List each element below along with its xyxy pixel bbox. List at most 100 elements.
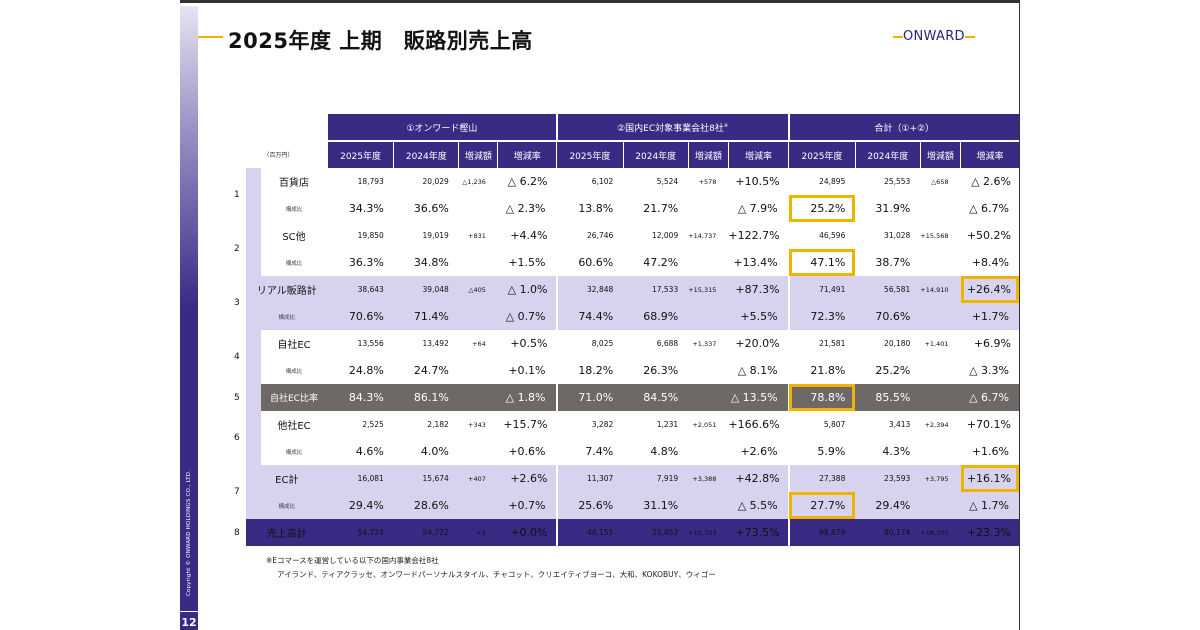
share-label: 構成比 [260,357,328,384]
value-cell: 56,581 [855,276,921,303]
value-cell: +26.4% [960,276,1019,303]
col-header: 2025年度 [326,140,394,168]
page-number: 12 [180,611,198,630]
value-cell: 31,028 [855,222,921,249]
share-label: 構成比 [260,249,328,276]
share-cell: 36.6% [393,195,459,222]
share-cell: 25.2% [855,357,921,384]
column-header-row: （百万円） 2025年度 2024年度 増減額 増減率 2025年度 2024年… [230,140,1019,168]
share-cell: +13.4% [728,249,789,276]
value-cell: 44,155 [555,519,624,546]
value-cell: 18,793 [327,168,394,195]
value-cell [920,384,961,411]
value-cell: +3,388 [688,465,729,492]
share-cell [688,438,729,465]
share-cell [688,357,729,384]
table-row: 8 売上高計 54,724 54,722 +2 +0.0% 44,155 25,452 +18,… [230,519,1019,546]
value-cell: △ 1.0% [497,276,557,303]
col-header: 2025年度 [788,140,856,168]
group-header-row: ①オンワード樫山 ②国内EC対象事業会社8社※ 合計（①+②） [230,114,1019,141]
value-cell: △ 2.6% [960,168,1019,195]
page-title: 2025年度 上期 販路別売上高 [228,29,533,53]
value-cell: 23,593 [855,465,921,492]
footnote-line-1: ※Eコマースを運営している以下の国内事業会社8社 [266,556,439,565]
share-cell [458,492,498,519]
value-cell: 2,525 [327,411,394,438]
share-cell: 27.7% [787,492,856,519]
value-cell: +18,703 [688,519,729,546]
share-row: 構成比 24.8% 24.7% +0.1% 18.2% 26.3% △ 8.1% 21.8% 2… [230,357,1019,384]
value-cell: +2,394 [920,411,961,438]
value-cell: +6.9% [960,330,1019,357]
value-cell: 38,643 [327,276,394,303]
value-cell: +3,795 [920,465,961,492]
share-cell: 60.6% [555,249,624,276]
share-label: 構成比 [246,303,328,330]
row-label: 売上高計 [246,519,328,546]
col-header: 増減額 [458,140,498,168]
title-accent-line [198,36,223,38]
value-cell: 11,307 [555,465,624,492]
copyright: Copyright © ONWARD HOLDINGS CO., LTD. [186,469,193,597]
value-cell: 78.8% [787,384,856,411]
share-cell: 29.4% [327,492,394,519]
value-cell [688,384,729,411]
value-cell: +64 [458,330,498,357]
share-cell: △ 7.9% [728,195,789,222]
value-cell: 54,724 [327,519,394,546]
value-cell: +831 [458,222,498,249]
col-header: 増減額 [687,140,729,168]
share-row: 構成比 34.3% 36.6% △ 2.3% 13.8% 21.7% △ 7.9% 25.2%… [230,195,1019,222]
share-row: 構成比 36.3% 34.8% +1.5% 60.6% 47.2% +13.4% 47.1% 3… [230,249,1019,276]
value-cell: △658 [920,168,961,195]
table-row: 3 リアル販路計 38,643 39,048 △405 △ 1.0% 32,848 17,53… [230,276,1019,308]
sidebar-band [180,6,198,630]
value-cell: 13,556 [327,330,394,357]
share-cell: 68.9% [623,303,689,330]
share-cell: 25.6% [555,492,624,519]
footnote: ※Eコマースを運営している以下の国内事業会社8社 アイランド、ティアクラッセ、オ… [266,554,716,582]
value-cell: 80,174 [855,519,921,546]
value-cell: 6,688 [623,330,689,357]
share-row: 構成比 70.6% 71.4% △ 0.7% 74.4% 68.9% +5.5% 72.3% 7… [230,303,1019,330]
slide: Copyright © ONWARD HOLDINGS CO., LTD. 12… [180,0,1020,630]
value-cell: 25,553 [855,168,921,195]
value-cell: △ 1.8% [497,384,557,411]
value-cell: △ 6.2% [497,168,557,195]
value-cell: 39,048 [393,276,459,303]
row-band [246,411,261,465]
col-header: 増減額 [919,140,961,168]
share-cell: 24.8% [327,357,394,384]
share-cell: 24.7% [393,357,459,384]
share-cell: +2.6% [728,438,789,465]
row-number: 7 [234,487,240,497]
share-cell: 18.2% [555,357,624,384]
table-body: 1 百貨店 18,793 20,029 △1,236 △ 6.2% 6,102 5,524 +5… [230,168,1019,546]
share-cell: 4.0% [393,438,459,465]
col-header: 2024年度 [622,140,689,168]
share-cell: △ 1.7% [960,492,1019,519]
share-cell: +8.4% [960,249,1019,276]
row-band [246,384,261,411]
share-cell [458,357,498,384]
share-cell: 7.4% [555,438,624,465]
row-number: 5 [234,392,240,403]
share-cell: 71.4% [393,303,459,330]
share-cell: 70.6% [855,303,921,330]
col-header: 2024年度 [854,140,921,168]
share-cell: 25.2% [787,195,856,222]
value-cell: +14,910 [920,276,961,303]
value-cell: 84.5% [623,384,689,411]
footnote-line-2: アイランド、ティアクラッセ、オンワードパーソナルスタイル、チャコット、クリエイテ… [277,570,716,579]
group-header-total: 合計（①+②） [787,114,1019,141]
share-cell [458,195,498,222]
share-cell: +1.5% [497,249,557,276]
row-band [246,168,261,222]
onward-logo: ONWARD [893,29,975,44]
value-cell: +2,051 [688,411,729,438]
value-cell: +2 [458,519,498,546]
value-cell [458,384,498,411]
value-cell: 8,025 [555,330,624,357]
share-cell: △ 8.1% [728,357,789,384]
share-cell: △ 0.7% [497,303,557,330]
